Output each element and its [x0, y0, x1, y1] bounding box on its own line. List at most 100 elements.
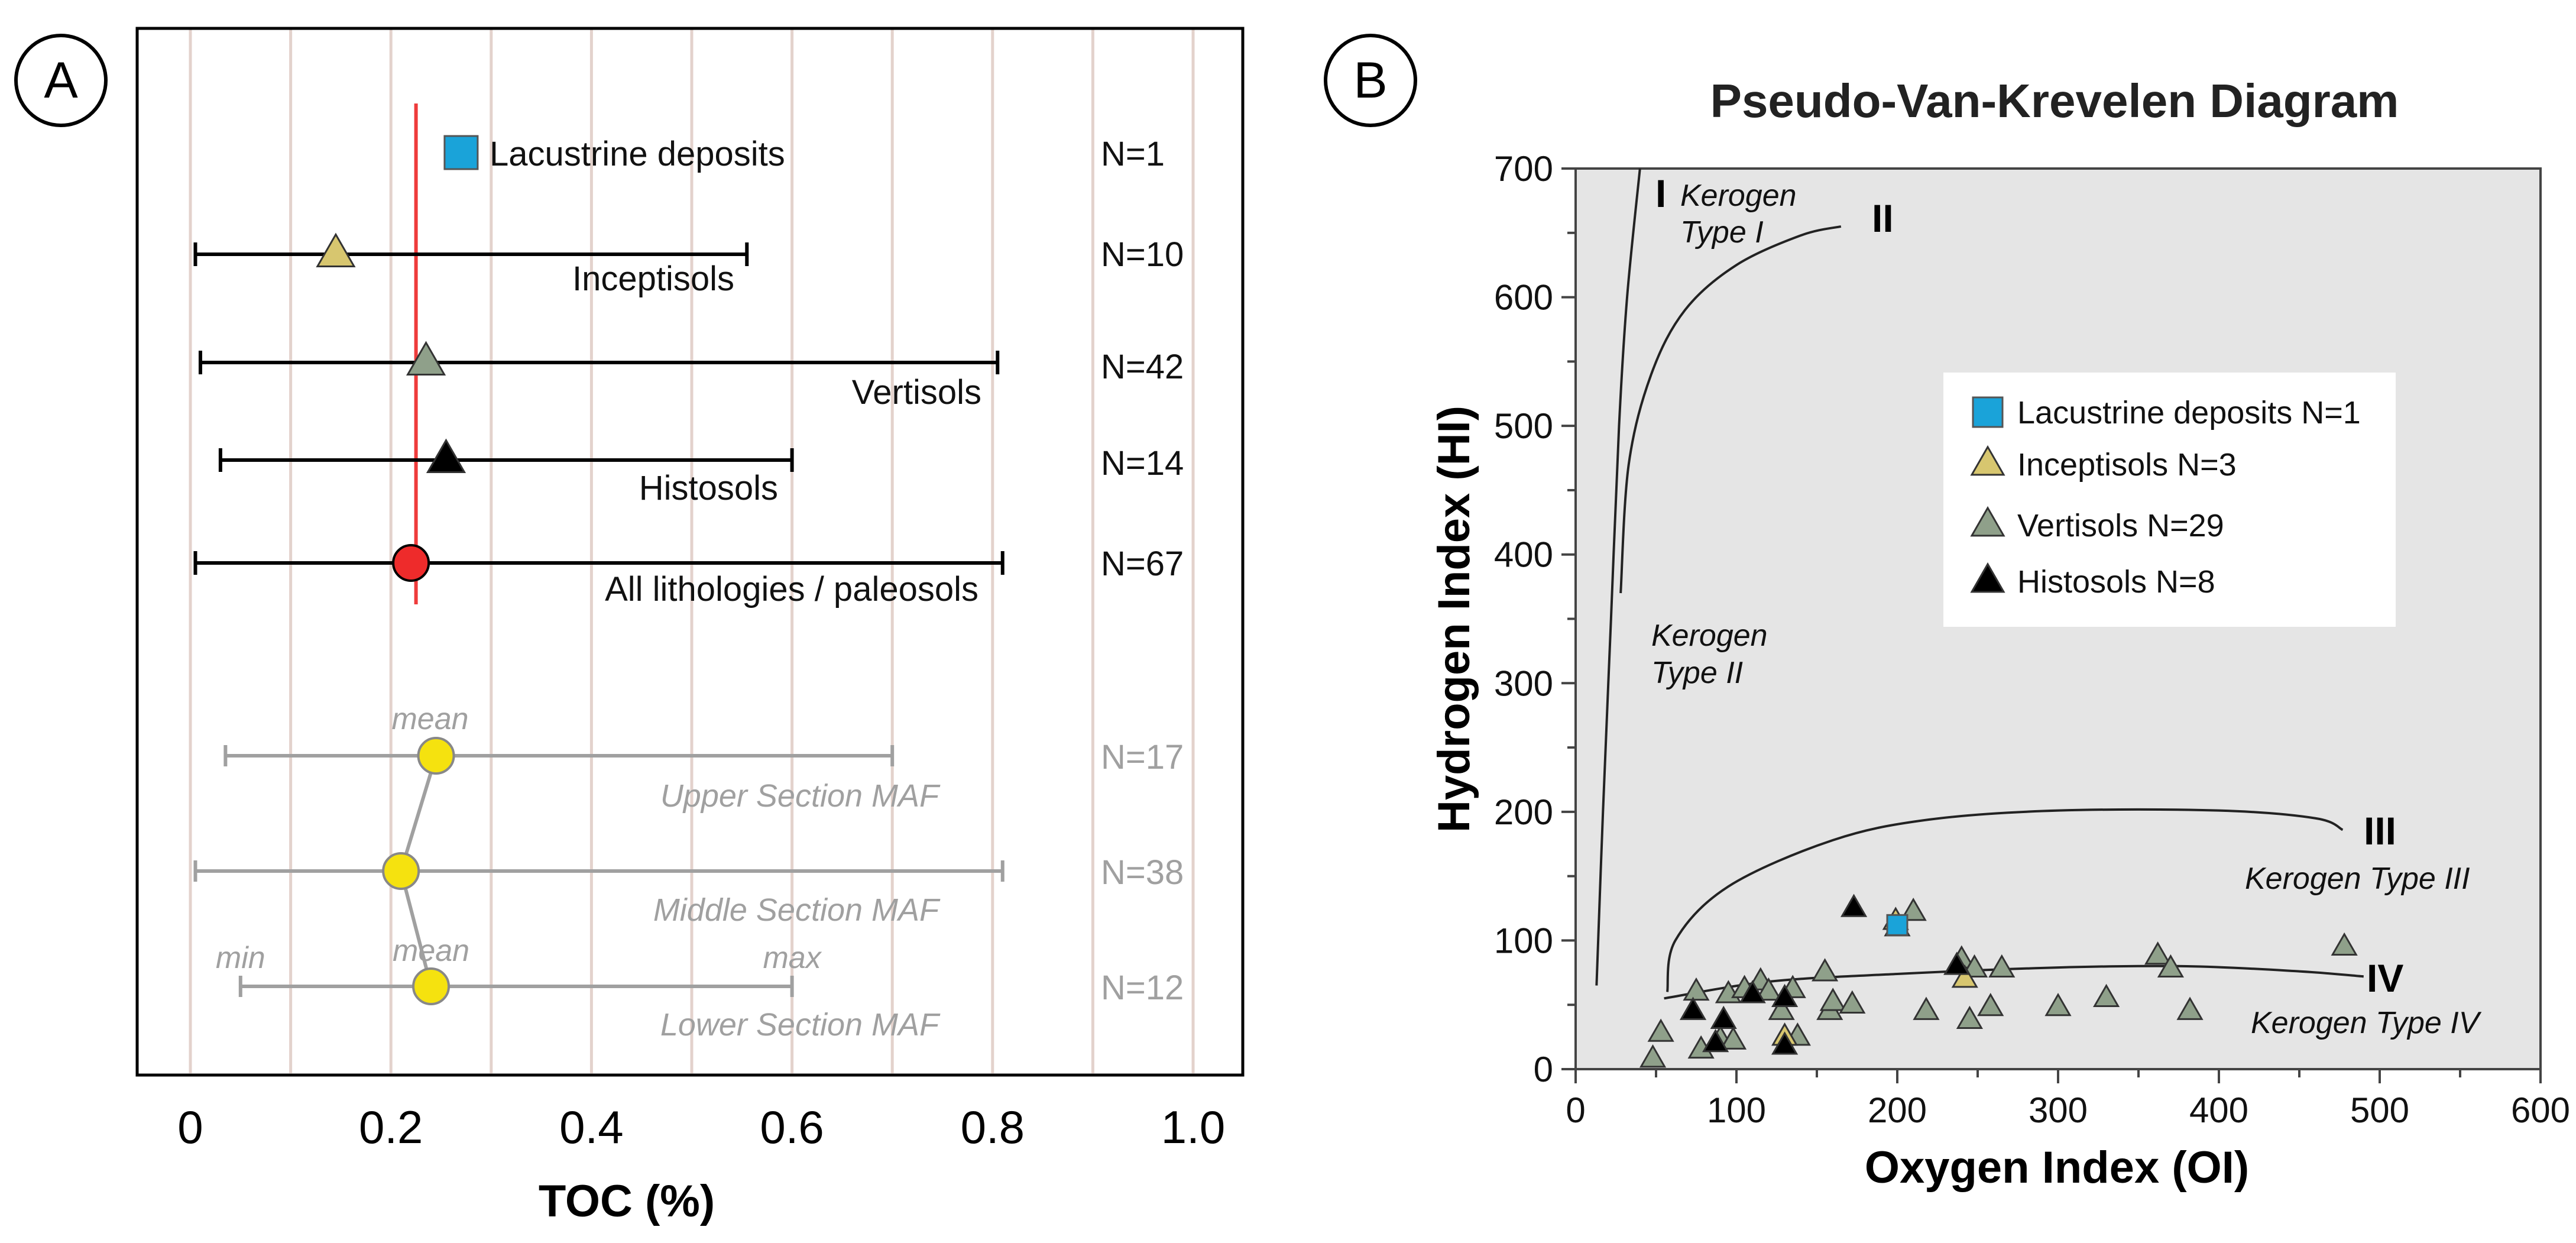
mean-marker: [443, 135, 479, 170]
row-n-label: N=1: [1101, 135, 1165, 173]
legend-marker: [1972, 396, 2004, 428]
panel-b-axis-ticks: 0 100 200 300 400 500 600 0 100 200 300 400 500 600 70…: [1494, 149, 2570, 1130]
x-tick-label: 0.2: [359, 1101, 423, 1153]
legend: Lacustrine deposits N=1 Inceptisols N=3 Ve…: [1943, 373, 2396, 627]
x-tick-label: 300: [2029, 1090, 2088, 1130]
kerogen-type-ii-curve: [1619, 225, 1842, 594]
row-n-label: N=10: [1101, 235, 1184, 274]
maf-n-label: N=12: [1101, 969, 1184, 1007]
x-tick-label: 200: [1868, 1090, 1927, 1130]
legend-label: Histosols N=8: [2017, 564, 2215, 600]
vertisols-point: [1768, 996, 1795, 1020]
mean-annotation: mean: [393, 934, 469, 968]
maf-mean-marker: [412, 967, 451, 1005]
mean-marker: [426, 438, 466, 473]
y-tick-label: 0: [1534, 1050, 1553, 1089]
legend-label: Inceptisols N=3: [2017, 447, 2237, 483]
y-tick-label: 100: [1494, 921, 1553, 960]
x-tick-label: 0.4: [559, 1101, 623, 1153]
vertisols-point: [1819, 988, 1846, 1011]
row-n-label: N=42: [1101, 348, 1184, 386]
vertisols-point: [1812, 958, 1839, 982]
x-tick-label: 0.8: [961, 1101, 1025, 1153]
maf-mean-marker: [382, 852, 420, 890]
panel-a-label-circle: [14, 34, 108, 127]
vertisols-point: [1639, 1044, 1667, 1068]
min-annotation: min: [216, 941, 265, 975]
vertisols-point: [1683, 977, 1710, 1001]
histosols-point: [1840, 894, 1868, 917]
histosols-point: [1679, 996, 1707, 1020]
x-tick-label: 600: [2511, 1090, 2570, 1130]
row-n-label: N=67: [1101, 545, 1184, 583]
vertisols-point: [2157, 954, 2184, 978]
y-tick-label: 500: [1494, 406, 1553, 446]
curve-label-iii: III: [2364, 809, 2396, 853]
vertisols-point: [2176, 996, 2204, 1020]
kerogen-type-i-label-1: Kerogen: [1680, 179, 1797, 213]
x-tick-label: 400: [2189, 1090, 2248, 1130]
vertisols-point: [2093, 983, 2120, 1008]
panel-b-y-axis-label: Hydrogen Index (HI): [1429, 406, 1479, 833]
legend-box: [1943, 373, 2396, 627]
panel-b-x-axis-label: Oxygen Index (OI): [1865, 1142, 2249, 1193]
panel-a-frame: [135, 27, 1245, 1077]
kerogen-type-i-curve: [1595, 168, 1641, 986]
maf-row-label: Upper Section MAF: [660, 778, 941, 814]
row-label: Vertisols: [852, 373, 981, 412]
maf-mean-marker: [417, 737, 455, 775]
x-tick-label: 0.6: [760, 1101, 824, 1153]
panel-a-label: A: [44, 52, 78, 109]
panel-b-label-circle: [1324, 34, 1417, 127]
mean-annotation: mean: [391, 702, 468, 736]
y-tick-label: 300: [1494, 663, 1553, 703]
legend-marker: [1970, 562, 2005, 593]
legend-marker: [1970, 506, 2005, 537]
y-tick-label: 700: [1494, 149, 1553, 189]
mean-marker: [316, 232, 356, 267]
vertisols-point: [1913, 996, 1940, 1020]
panel-a-grid: [189, 30, 1195, 1073]
vertisols-point: [1647, 1018, 1674, 1042]
curve-label-iv: IV: [2367, 956, 2403, 1000]
row-n-label: N=14: [1101, 444, 1184, 483]
vertisols-point: [2144, 941, 2172, 965]
x-tick-label: 500: [2350, 1090, 2409, 1130]
panel-a-x-ticks: 0 0.2 0.4 0.6 0.8 1.0: [177, 1101, 1225, 1153]
panel-a-chart: A 0 0.2 0.4 0.6 0.8 1.0 TOC (%) Lacustrine de…: [14, 27, 1245, 1226]
max-annotation: max: [763, 941, 822, 975]
row-label: Lacustrine deposits: [490, 135, 785, 173]
row-label: Inceptisols: [572, 260, 734, 298]
inceptisols-point: [1951, 964, 1978, 988]
vertisols-point: [1755, 977, 1782, 1001]
histosols-point: [1702, 1028, 1729, 1053]
vertisols-point: [1988, 954, 2016, 978]
vertisols-point: [1839, 990, 1866, 1014]
kerogen-type-ii-label-2: Type II: [1651, 656, 1743, 690]
x-tick-label: 0: [177, 1101, 203, 1153]
kerogen-type-iii-label: Kerogen Type III: [2245, 862, 2470, 896]
vertisols-point: [2044, 992, 2072, 1017]
vertisols-point: [2331, 932, 2358, 956]
y-tick-label: 600: [1494, 278, 1553, 318]
y-tick-label: 200: [1494, 792, 1553, 832]
panel-a-x-axis-label: TOC (%): [539, 1176, 715, 1226]
kerogen-type-iv-label: Kerogen Type IV: [2251, 1006, 2482, 1040]
legend-label: Lacustrine deposits N=1: [2017, 395, 2361, 430]
curve-label-i: I: [1655, 171, 1666, 215]
mean-marker: [392, 544, 430, 582]
y-tick-label: 400: [1494, 535, 1553, 575]
scatter-points: [1639, 894, 2358, 1068]
kerogen-type-iii-curve: [1666, 808, 2344, 992]
row-label: All lithologies / paleosols: [605, 570, 978, 608]
curve-label-ii: II: [1872, 196, 1894, 240]
x-tick-label: 100: [1707, 1090, 1766, 1130]
maf-row-label: Lower Section MAF: [660, 1007, 941, 1043]
maf-row-label: Middle Section MAF: [653, 892, 941, 928]
histosols-point: [1739, 980, 1766, 1004]
histosols-point: [1943, 951, 1971, 975]
histosols-point: [1771, 1031, 1799, 1055]
panel-b-label: B: [1353, 52, 1387, 109]
vertisols-point: [1719, 1026, 1747, 1050]
